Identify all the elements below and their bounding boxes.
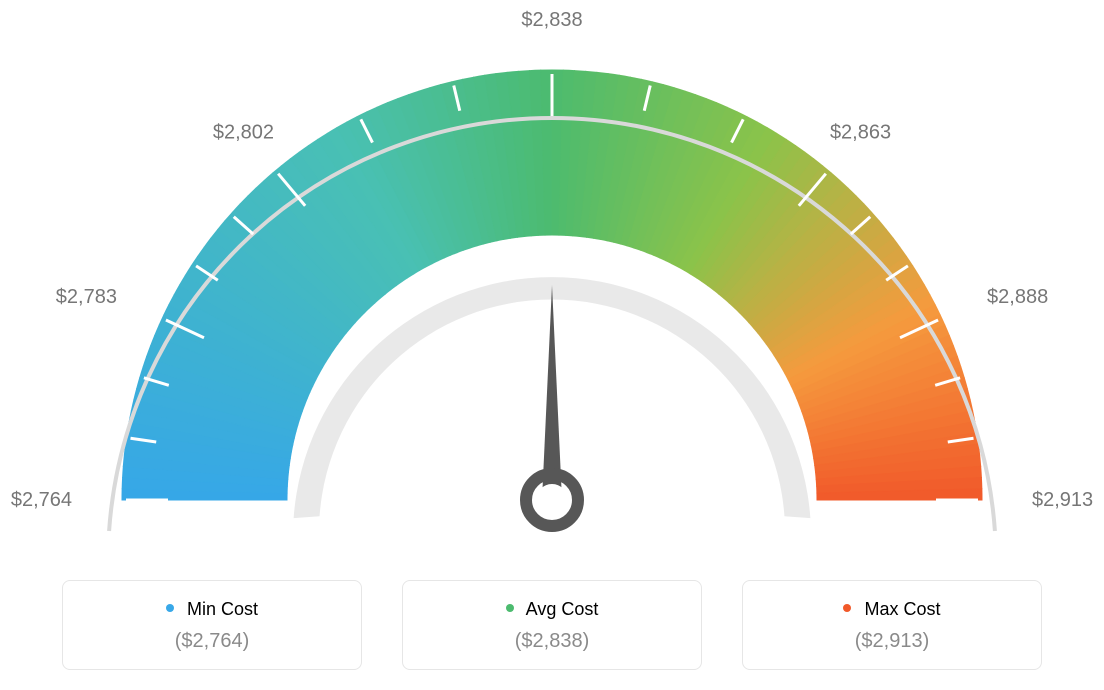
gauge-area: $2,764 $2,783 $2,802 $2,838 $2,863 $2,888 $2,9… (0, 0, 1104, 540)
gauge-needle-hub-inner (536, 484, 568, 516)
legend-title-max: Max Cost (753, 599, 1031, 620)
gauge-tick-label: $2,764 (11, 489, 72, 511)
gauge-svg: $2,764 $2,783 $2,802 $2,838 $2,863 $2,888 $2,9… (0, 0, 1104, 560)
legend-label-min: Min Cost (187, 599, 258, 619)
gauge-tick-label: $2,783 (56, 286, 117, 308)
legend-title-min: Min Cost (73, 599, 351, 620)
legend-dot-icon (506, 604, 514, 612)
gauge-needle (542, 285, 562, 500)
legend-value-max: ($2,913) (753, 630, 1031, 653)
gauge-chart-container: $2,764 $2,783 $2,802 $2,838 $2,863 $2,888 $2,9… (0, 0, 1104, 690)
legend-dot-icon (166, 604, 174, 612)
legend-label-max: Max Cost (864, 599, 940, 619)
legend-dot-icon (843, 604, 851, 612)
legend-card-min: Min Cost ($2,764) (62, 580, 362, 670)
legend-title-avg: Avg Cost (413, 599, 691, 620)
gauge-tick-label: $2,863 (830, 121, 891, 143)
gauge-tick-label: $2,888 (987, 286, 1048, 308)
legend-value-avg: ($2,838) (413, 630, 691, 653)
legend-label-avg: Avg Cost (526, 599, 599, 619)
legend-card-avg: Avg Cost ($2,838) (402, 580, 702, 670)
gauge-tick-label: $2,802 (213, 121, 274, 143)
gauge-tick-label: $2,913 (1032, 489, 1093, 511)
gauge-tick-label: $2,838 (521, 9, 582, 31)
legend-card-max: Max Cost ($2,913) (742, 580, 1042, 670)
legend-value-min: ($2,764) (73, 630, 351, 653)
legend-row: Min Cost ($2,764) Avg Cost ($2,838) Max … (0, 580, 1104, 670)
